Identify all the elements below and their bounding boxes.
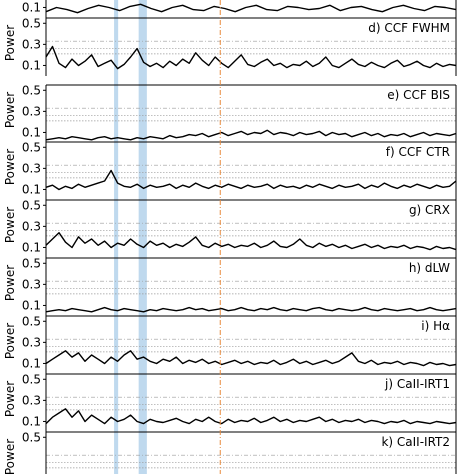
panel-label: e) CCF BIS (387, 88, 450, 102)
power-series-line (45, 45, 457, 70)
power-axis-labels: Power Power Power Power Power Power Power Power (3, 25, 17, 474)
y-tick-label: 0.3 (22, 37, 41, 51)
y-tick-label: 0.5 (22, 430, 41, 444)
panel-label: i) Hα (421, 319, 450, 333)
y-tick-label: 0.5 (22, 198, 41, 212)
y-tick-label: 0.1 (22, 298, 41, 312)
y-tick-label: 0.1 (22, 58, 41, 72)
panel-7: 0.5 0.3 0.1 i) Hα (22, 314, 457, 374)
panel-2: 0.5 0.3 0.1 d) CCF FWHM (22, 16, 457, 76)
power-axis-label: Power (3, 92, 17, 128)
y-tick-label: 0.1 (22, 0, 41, 14)
y-tick-label: 0.5 (22, 16, 41, 30)
power-axis-label: Power (3, 207, 17, 243)
power-axis-label: Power (3, 149, 17, 185)
power-series-line (45, 169, 457, 191)
power-axis-label: Power (3, 439, 17, 474)
y-tick-label: 0.3 (22, 161, 41, 175)
highlight-band-2 (138, 0, 147, 474)
highlight-bands (114, 0, 147, 474)
panel-4: 0.5 0.3 0.1 f) CCF CTR (22, 140, 457, 200)
power-axis-label: Power (3, 25, 17, 61)
y-tick-label: 0.1 (22, 125, 41, 139)
panel-6: 0.5 0.3 0.1 h) dLW (22, 256, 457, 316)
y-tick-label: 0.1 (22, 240, 41, 254)
y-tick-label: 0.5 (22, 314, 41, 328)
y-tick-label: 0.3 (22, 104, 41, 118)
panel-9: 0.5 k) CaII-IRT2 (22, 430, 457, 474)
panel-label: g) CRX (409, 203, 450, 217)
power-series-line (45, 408, 457, 425)
y-tick-label: 0.1 (22, 356, 41, 370)
panel-label: k) CaII-IRT2 (381, 435, 450, 449)
panel-3: 0.5 0.3 0.1 e) CCF BIS (22, 83, 457, 143)
y-tick-label: 0.5 (22, 140, 41, 154)
power-series-line (45, 232, 457, 251)
power-series-line (45, 350, 457, 367)
y-tick-label: 0.3 (22, 335, 41, 349)
panel-label: h) dLW (409, 261, 450, 275)
highlight-band-1 (114, 0, 119, 474)
y-tick-label: 0.3 (22, 393, 41, 407)
panel-8: 0.5 0.3 0.1 j) CaII-IRT1 (22, 372, 457, 432)
y-tick-label: 0.5 (22, 256, 41, 270)
panel-label: j) CaII-IRT1 (384, 377, 450, 391)
y-tick-label: 0.3 (22, 219, 41, 233)
y-tick-label: 0.1 (22, 182, 41, 196)
panel-1: 0.1 (22, 0, 457, 18)
panel-5: 0.5 0.3 0.1 g) CRX (22, 198, 457, 258)
panel-label: f) CCF CTR (386, 145, 450, 159)
panel-label: d) CCF FWHM (368, 21, 450, 35)
y-tick-label: 0.3 (22, 277, 41, 291)
power-series-line (45, 306, 457, 313)
power-series-line (45, 129, 457, 141)
power-axis-label: Power (3, 381, 17, 417)
y-tick-label: 0.5 (22, 83, 41, 97)
power-series-line (45, 3, 457, 14)
power-axis-label: Power (3, 323, 17, 359)
y-tick-label: 0.5 (22, 372, 41, 386)
power-axis-label: Power (3, 265, 17, 301)
y-tick-label: 0.1 (22, 414, 41, 428)
